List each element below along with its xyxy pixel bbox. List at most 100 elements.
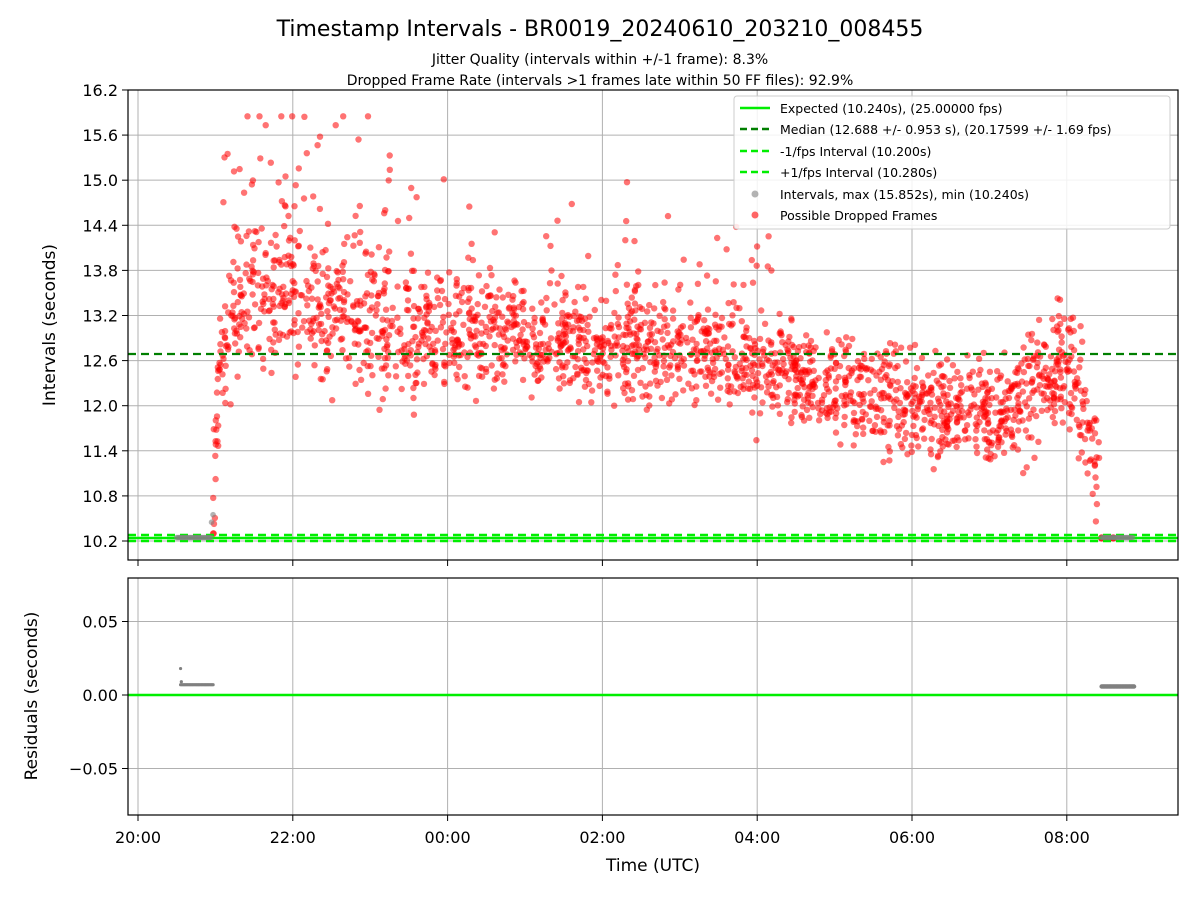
dropped-frame-point (210, 426, 217, 433)
dropped-frame-point (863, 366, 870, 373)
dropped-frame-point (807, 337, 815, 345)
dropped-frame-point (765, 357, 773, 364)
dropped-frame-point (815, 417, 823, 424)
dropped-frame-point (921, 416, 928, 424)
dropped-frame-point (758, 307, 765, 314)
dropped-frame-point (611, 309, 618, 317)
dropped-frame-point (469, 317, 476, 324)
dropped-frame-point (513, 343, 521, 350)
dropped-frame-point (745, 385, 752, 392)
chart-subtitle-jitter: Jitter Quality (intervals within +/-1 fr… (431, 52, 768, 68)
dropped-frame-point (436, 301, 444, 309)
dropped-frame-point (1051, 407, 1059, 415)
dropped-frame-point (232, 340, 239, 347)
dropped-frame-point (615, 334, 622, 341)
dropped-frame-point (1025, 434, 1032, 441)
dropped-frame-point (492, 303, 499, 310)
dropped-frame-point (788, 419, 795, 427)
dropped-frame-point (800, 396, 808, 403)
residuals-series (128, 666, 1178, 697)
dropped-frame-point (1044, 406, 1051, 414)
dropped-frame-point (994, 443, 1002, 450)
dropped-frame-point (693, 346, 700, 353)
dropped-frame-point (727, 383, 735, 390)
dropped-frame-point (588, 387, 596, 394)
dropped-frame-point (350, 242, 357, 249)
dropped-frame-point (832, 414, 839, 422)
dropped-frame-point (1055, 353, 1063, 361)
dropped-frame-point (386, 152, 393, 159)
dropped-frame-point (1053, 383, 1060, 391)
dropped-frame-point (822, 381, 830, 389)
dropped-frame-point (303, 150, 310, 157)
dropped-frame-point (636, 325, 643, 333)
dropped-frame-point (785, 376, 792, 383)
dropped-frame-point (712, 278, 719, 285)
dropped-frame-point (642, 383, 649, 390)
dropped-frame-point (323, 348, 331, 355)
dropped-frame-point (925, 372, 932, 379)
dropped-frame-point (314, 278, 321, 285)
dropped-frame-point (614, 261, 621, 269)
dropped-frame-point (1015, 365, 1022, 373)
dropped-frame-point (810, 347, 817, 355)
dropped-frame-point (628, 294, 635, 301)
dropped-frame-point (451, 359, 458, 367)
dropped-frame-point (608, 346, 615, 354)
residual-point (179, 680, 183, 684)
legend-swatch-intervals (751, 190, 759, 198)
dropped-frame-point (1069, 314, 1077, 321)
dropped-frame-point (421, 283, 428, 291)
dropped-frame-point (623, 179, 631, 186)
dropped-frame-point (965, 435, 972, 442)
dropped-frame-point (980, 349, 987, 357)
dropped-frame-point (647, 358, 654, 366)
dropped-frame-point (886, 340, 894, 347)
dropped-frame-point (458, 289, 465, 297)
dropped-frame-point (357, 376, 365, 383)
dropped-frame-point (729, 320, 736, 327)
dropped-frame-point (441, 359, 448, 366)
dropped-frame-point (886, 457, 893, 464)
dropped-frame-point (1057, 396, 1064, 403)
dropped-frame-point (556, 359, 563, 366)
dropped-frame-point (255, 345, 262, 352)
dropped-frame-point (591, 306, 598, 314)
legend-label-lower: -1/fps Interval (10.200s) (780, 144, 931, 159)
dropped-frame-point (1075, 455, 1082, 462)
dropped-frame-point (938, 412, 945, 420)
dropped-frame-point (1029, 389, 1036, 396)
dropped-frame-point (835, 373, 842, 381)
dropped-frame-point (845, 364, 852, 372)
dropped-frame-point (548, 267, 555, 274)
dropped-frame-point (321, 327, 328, 335)
dropped-frame-point (694, 351, 701, 358)
dropped-frame-point (625, 383, 632, 390)
dropped-frame-point (1084, 470, 1091, 477)
dropped-frame-point (374, 301, 381, 308)
dropped-frame-point (598, 296, 605, 304)
dropped-frame-point (1014, 446, 1022, 453)
dropped-frame-point (1020, 344, 1027, 351)
dropped-frame-point (248, 263, 255, 270)
dropped-frame-point (303, 295, 310, 302)
dropped-frame-point (807, 400, 814, 407)
dropped-frame-point (311, 342, 318, 349)
dropped-frame-point (325, 339, 332, 347)
dropped-frame-point (754, 370, 762, 377)
dropped-frame-point (860, 424, 867, 431)
dropped-frame-point (724, 343, 732, 350)
dropped-frame-point (841, 413, 848, 421)
dropped-frame-point (249, 257, 257, 264)
dropped-frame-point (619, 356, 626, 364)
dropped-frame-point (702, 373, 709, 380)
dropped-frame-point (1093, 483, 1100, 490)
dropped-frame-point (698, 368, 705, 375)
dropped-frame-point (585, 380, 593, 388)
dropped-frame-point (615, 314, 622, 321)
dropped-frame-point (443, 329, 450, 336)
dropped-frame-point (908, 442, 915, 449)
dropped-frame-point (263, 282, 270, 289)
dropped-frame-point (531, 314, 538, 322)
dropped-frame-point (879, 389, 886, 397)
